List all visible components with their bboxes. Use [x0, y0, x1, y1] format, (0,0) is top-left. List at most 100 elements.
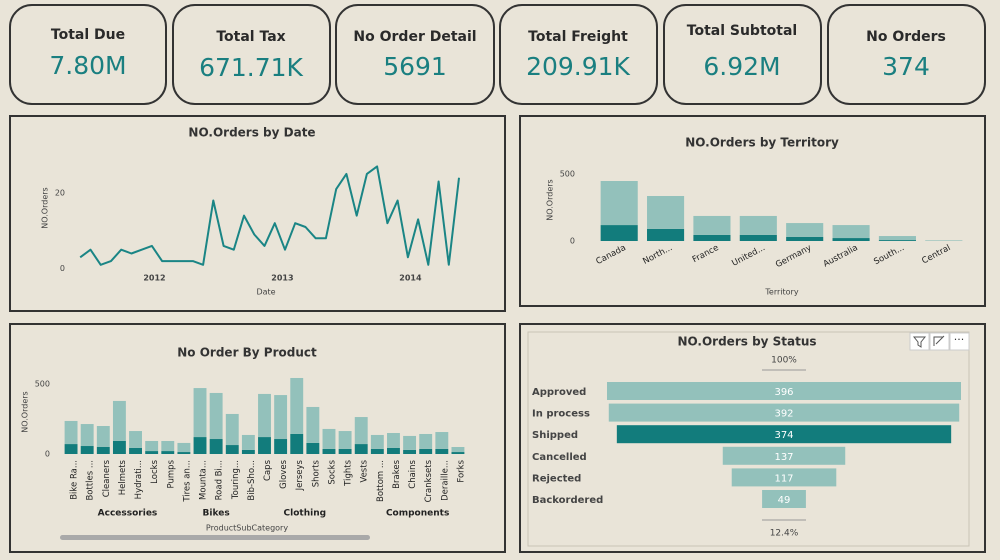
- bar: [403, 449, 417, 454]
- bar: [241, 434, 255, 450]
- bar: [739, 234, 777, 241]
- focus-button[interactable]: [929, 332, 950, 351]
- y-tick-label: 500: [560, 170, 575, 179]
- group-label: Components: [386, 509, 449, 519]
- kpi-cards: Total Due 7.80M Total Tax 671.71K No Ord…: [9, 4, 986, 105]
- bar: [403, 435, 417, 450]
- card-value: 671.71K: [199, 53, 303, 82]
- bar: [786, 223, 824, 237]
- category-label: Cancelled: [532, 452, 587, 463]
- bar: [419, 448, 433, 454]
- value-label: 117: [774, 473, 793, 484]
- card-title: No Order Detail: [353, 29, 476, 45]
- bar: [435, 432, 449, 449]
- bar: [129, 447, 142, 454]
- group-label: Clothing: [284, 509, 327, 519]
- bar: [258, 437, 271, 454]
- bar: [322, 448, 336, 454]
- bar: [693, 234, 731, 241]
- x-tick-label: Hydrati...: [134, 460, 144, 499]
- bar: [322, 428, 336, 449]
- bar: [112, 400, 126, 441]
- bar: [786, 236, 824, 241]
- x-tick-label: Cleaners: [102, 459, 112, 497]
- bar: [161, 440, 175, 452]
- x-tick-label: Mounta...: [199, 460, 209, 500]
- funnel-bar: [731, 468, 837, 487]
- x-tick-label: Cranksets: [424, 459, 434, 502]
- scrollbar[interactable]: [60, 535, 370, 540]
- card-value: 209.91K: [526, 52, 630, 81]
- more-button[interactable]: [949, 332, 970, 351]
- bar: [112, 440, 126, 454]
- card: [172, 4, 331, 105]
- bar: [370, 434, 384, 449]
- bar: [832, 225, 870, 239]
- x-tick-label: Bib-Sho...: [247, 460, 257, 501]
- bar: [145, 451, 159, 454]
- value-label: 49: [778, 495, 791, 506]
- bar: [354, 417, 368, 445]
- card: [9, 4, 167, 105]
- bar: [96, 447, 110, 454]
- bar: [832, 238, 870, 241]
- bar: [177, 452, 191, 454]
- bar: [209, 392, 223, 440]
- bar: [925, 240, 963, 241]
- x-tick-label: Pumps: [166, 459, 176, 488]
- x-tick-label: Road Bi...: [215, 460, 225, 500]
- bar: [338, 431, 352, 449]
- y-axis-title: NO.Orders: [546, 179, 555, 220]
- value-label: 392: [774, 409, 793, 420]
- x-tick-label: 2013: [271, 274, 293, 283]
- x-tick-label: Forks: [456, 459, 466, 482]
- x-axis-title: ProductSubCategory: [206, 524, 288, 533]
- selection-frame: [527, 331, 970, 547]
- funnel-bottom-label: 12.4%: [770, 529, 799, 539]
- bar: [435, 448, 449, 454]
- funnel-bar: [762, 490, 806, 508]
- chart-title: NO.Orders by Date: [188, 126, 315, 140]
- x-tick-label: Gloves: [279, 459, 289, 488]
- more-icon: ···: [954, 333, 965, 346]
- bar: [96, 426, 110, 447]
- x-axis-title: Date: [256, 288, 275, 297]
- bar: [739, 215, 777, 235]
- card-value: 5691: [383, 52, 447, 81]
- bar: [80, 446, 94, 454]
- y-tick-label: 20: [55, 188, 65, 197]
- x-tick-label: Shorts: [311, 459, 321, 487]
- bar: [338, 448, 352, 454]
- x-tick-label: Bike Ra...: [70, 460, 80, 500]
- bar: [878, 236, 916, 241]
- y-tick-label: 500: [35, 380, 50, 389]
- filter-icon: [912, 336, 927, 348]
- bar: [354, 444, 368, 454]
- bar: [193, 437, 207, 454]
- bar: [274, 395, 288, 440]
- x-axis-title: Territory: [764, 288, 798, 297]
- x-tick-label: Bottles ...: [86, 460, 96, 501]
- x-tick-label: Tights: [344, 459, 354, 486]
- bar: [129, 431, 142, 448]
- category-label: In process: [532, 409, 590, 420]
- x-tick-label: Deraille...: [440, 460, 450, 501]
- filter-button[interactable]: [909, 332, 930, 351]
- line-series: [79, 165, 460, 266]
- category-label: Approved: [532, 387, 586, 398]
- bar: [145, 440, 159, 452]
- bar: [600, 181, 638, 226]
- category-label: Backordered: [532, 495, 603, 506]
- chart-title: NO.Orders by Status: [677, 335, 816, 349]
- bar: [878, 240, 916, 241]
- card-value: 7.80M: [49, 51, 126, 80]
- bar: [258, 393, 271, 438]
- card: [663, 4, 822, 105]
- y-axis-title: NO.Orders: [21, 391, 30, 432]
- y-tick-label: 0: [45, 450, 50, 459]
- funnel-bar: [607, 382, 961, 400]
- bar: [647, 196, 685, 229]
- funnel-bar: [608, 403, 960, 422]
- category-label: Shipped: [532, 430, 578, 441]
- x-tick-label: 2012: [143, 274, 165, 283]
